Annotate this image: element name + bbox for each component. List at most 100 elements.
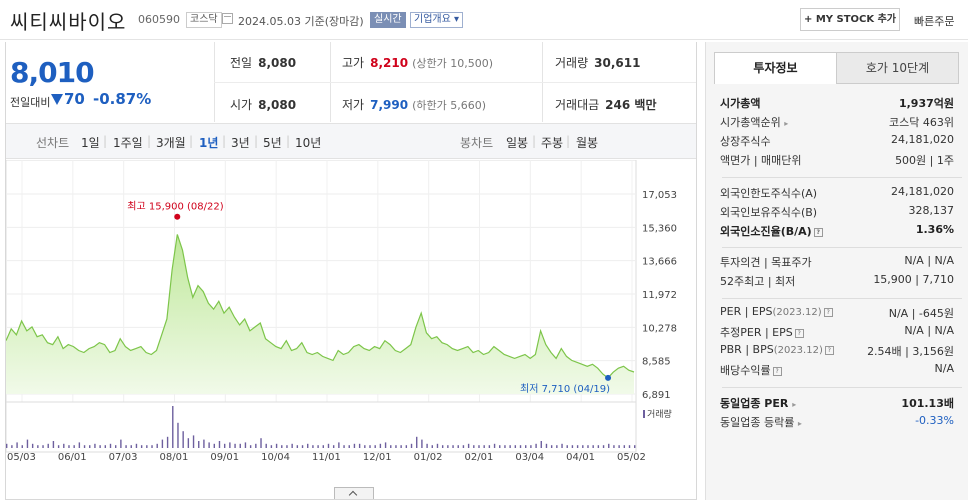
- volume-bar: [307, 443, 309, 448]
- info-row: 상장주식수 24,181,020: [720, 133, 954, 151]
- volume-bar: [6, 443, 8, 448]
- low-price: 저가 7,990 (하한가 5,660): [342, 96, 486, 113]
- x-tick-label: 08/01: [159, 452, 189, 463]
- volume-bar: [467, 443, 470, 448]
- volume-bar: [275, 443, 278, 448]
- info-row: 외국인한도주식수(A) 24,181,020: [720, 185, 954, 203]
- help-icon[interactable]: ?: [772, 366, 782, 376]
- 52w-label: 52주최고 | 최저: [720, 275, 796, 288]
- tab-investment-info[interactable]: 투자정보: [714, 52, 837, 84]
- volume-bar: [249, 445, 252, 448]
- volume-frame: [6, 401, 637, 453]
- volume-bar: [151, 445, 153, 448]
- volume-bar: [286, 445, 288, 448]
- y-tick-label: 15,360: [642, 223, 677, 234]
- volume-bar: [364, 445, 366, 448]
- stock-header: 씨티씨바이오 060590 코스닥 2024.05.03 기준(장마감) 실시간…: [0, 0, 968, 40]
- industry-per-label: 동일업종 PER: [720, 397, 789, 410]
- info-row[interactable]: 시가총액순위 ▸ 코스닥 463위: [720, 114, 954, 132]
- volume-bar: [379, 443, 382, 448]
- volume-bar: [229, 442, 231, 448]
- divider: [722, 387, 962, 388]
- volume-bar: [358, 443, 361, 448]
- cap-rank-label: 시가총액순위: [720, 116, 781, 129]
- period-10y[interactable]: 10년: [295, 136, 322, 150]
- volume-bar: [213, 443, 216, 448]
- info-row[interactable]: 동일업종 등락률 ▸ -0.33%: [720, 414, 954, 432]
- open-label: 시가: [230, 98, 253, 112]
- tab-orderbook[interactable]: 호가 10단계: [836, 52, 959, 84]
- volume-bar: [63, 443, 65, 448]
- help-icon[interactable]: ?: [824, 345, 834, 355]
- volume-bar: [130, 445, 132, 448]
- candle-monthly[interactable]: 월봉: [576, 136, 599, 150]
- divider: [214, 82, 696, 83]
- volume-bar: [265, 443, 267, 448]
- help-icon[interactable]: ?: [823, 307, 833, 317]
- volume-bar: [99, 445, 101, 448]
- info-row[interactable]: 동일업종 PER ▸ 101.13배: [720, 395, 954, 413]
- volume-bar: [384, 442, 387, 448]
- volume-bar: [525, 445, 527, 448]
- period-1w[interactable]: 1주일: [113, 136, 143, 150]
- price-chart[interactable]: 17,053 15,360 13,666 11,972 10,278 8,585 6,891…: [6, 160, 696, 465]
- volume-bar: [348, 445, 350, 448]
- volume-bar: [608, 443, 610, 448]
- help-icon[interactable]: ?: [813, 227, 823, 237]
- amount-value: 246 백만: [605, 98, 657, 112]
- divider: [722, 247, 962, 248]
- candle-weekly[interactable]: 주봉: [541, 136, 564, 150]
- candle-daily[interactable]: 일봉: [506, 136, 529, 150]
- face-value-label: 액면가 | 매매단위: [720, 154, 802, 167]
- volume-bar: [634, 445, 636, 448]
- period-5y[interactable]: 5년: [263, 136, 282, 150]
- period-1y[interactable]: 1년: [199, 136, 219, 150]
- volume-bar: [234, 443, 236, 448]
- price-line: [6, 234, 635, 379]
- volume-bar: [618, 445, 620, 448]
- volume-value: 30,611: [594, 56, 641, 70]
- volume-bar: [540, 441, 542, 448]
- open-price: 시가 8,080: [230, 96, 296, 113]
- volume-bar: [83, 445, 86, 448]
- volume-bar: [78, 442, 81, 448]
- period-3m[interactable]: 3개월: [156, 136, 186, 150]
- market-badge: 코스닥: [186, 12, 222, 28]
- upper-limit: (상한가 10,500): [412, 57, 493, 70]
- volume-bar: [509, 445, 511, 448]
- industry-rate-value: -0.33%: [915, 414, 954, 427]
- volume-bar: [582, 445, 584, 448]
- volume-bar: [47, 443, 49, 448]
- low-value: 7,990: [370, 98, 409, 112]
- volume-bar: [192, 435, 195, 448]
- down-arrow-icon: [51, 94, 63, 105]
- volume-bar: [431, 445, 433, 448]
- volume-bar: [291, 443, 293, 448]
- quick-order-link[interactable]: 빠른주문: [914, 15, 955, 28]
- opinion-label: 투자의견 | 목표주가: [720, 256, 812, 269]
- period-3y[interactable]: 3년: [231, 136, 250, 150]
- info-row: 배당수익률? N/A: [720, 362, 954, 380]
- volume-bar: [140, 445, 143, 448]
- volume-bar: [493, 443, 496, 448]
- volume-bar: [120, 439, 122, 448]
- x-tick-label: 06/01: [57, 452, 87, 463]
- realtime-button[interactable]: 실시간: [370, 12, 406, 28]
- company-overview-dropdown[interactable]: 기업개요 ▾: [410, 12, 463, 28]
- open-value: 8,080: [258, 98, 297, 112]
- volume-bar: [441, 445, 444, 448]
- period-1d[interactable]: 1일: [81, 136, 100, 150]
- est-per-value: N/A | N/A: [904, 324, 954, 337]
- volume-bar: [177, 422, 179, 448]
- per-date: (2023.12): [772, 307, 822, 318]
- help-icon[interactable]: ?: [794, 328, 804, 338]
- y-tick-label: 13,666: [642, 257, 677, 268]
- my-stock-add-button[interactable]: + MY STOCK 추가: [800, 8, 900, 31]
- line-chart-label: 선차트: [36, 136, 70, 150]
- volume-bar: [114, 445, 117, 448]
- info-row: 추정PER | EPS? N/A | N/A: [720, 324, 954, 342]
- x-tick-label: 03/04: [515, 452, 545, 463]
- volume-bar: [374, 445, 376, 448]
- collapse-chart-button[interactable]: [334, 487, 374, 499]
- per-label: PER | EPS: [720, 305, 773, 318]
